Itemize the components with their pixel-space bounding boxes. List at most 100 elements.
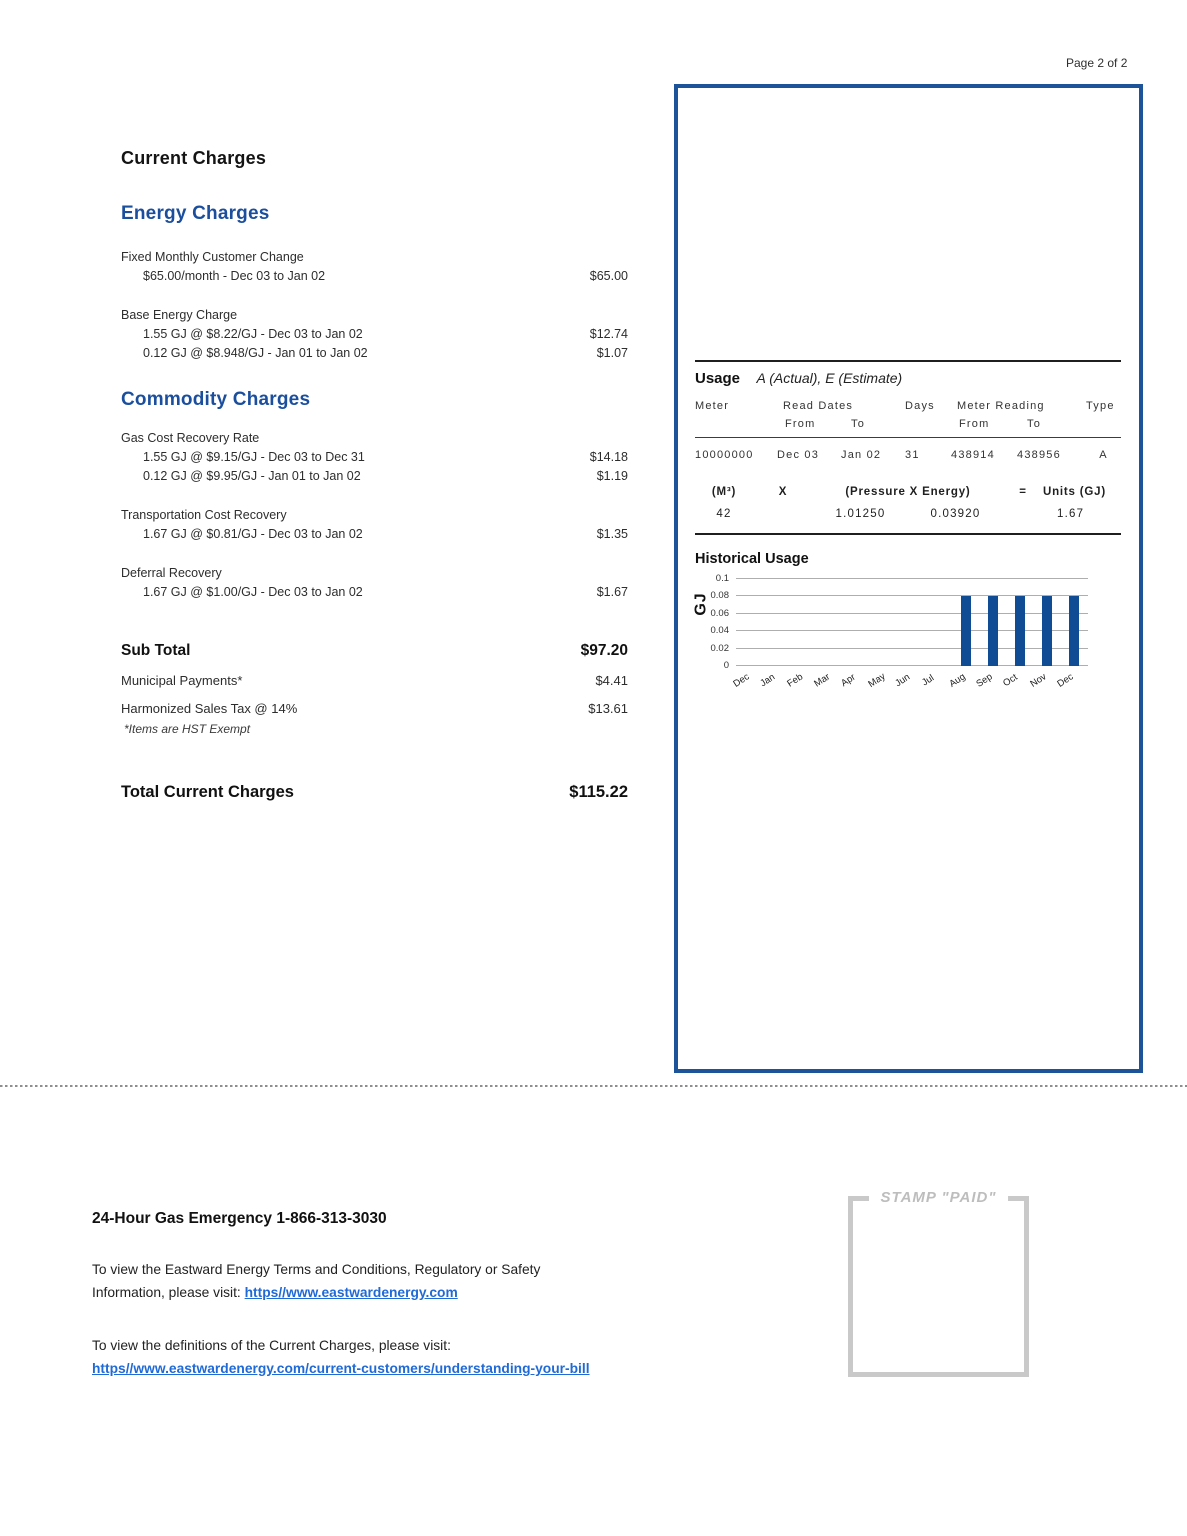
calc-header-pressure-energy: (Pressure X Energy): [845, 486, 971, 498]
tear-off-dashed-line: [0, 1085, 1187, 1087]
chart-gridline: [736, 578, 1088, 579]
charge-label: Fixed Monthly Customer Change: [121, 250, 304, 264]
terms-text-line1: To view the Eastward Energy Terms and Co…: [92, 1262, 541, 1277]
charge-desc: 0.12 GJ @ $8.948/GJ - Jan 01 to Jan 02: [143, 346, 368, 360]
charge-group-base-energy: Base Energy Charge 1.55 GJ @ $8.22/GJ - …: [121, 306, 628, 363]
divider: [695, 437, 1121, 438]
chart-y-tick-label: 0.08: [710, 590, 730, 602]
hst-row: Harmonized Sales Tax @ 14% $13.61: [121, 701, 628, 716]
calc-energy-value: 0.03920: [930, 508, 981, 520]
charge-label: Transportation Cost Recovery: [121, 508, 287, 522]
total-amount: $115.22: [569, 783, 628, 801]
chart-x-tick-label: Jun: [893, 671, 913, 690]
charge-line: 1.67 GJ @ $1.00/GJ - Dec 03 to Jan 02 $1…: [121, 583, 628, 602]
charge-desc: 1.67 GJ @ $1.00/GJ - Dec 03 to Jan 02: [143, 585, 363, 599]
usage-bar: [988, 596, 999, 666]
current-charges-panel: Current Charges Energy Charges Fixed Mon…: [121, 148, 628, 802]
chart-x-tick-label: Feb: [785, 671, 805, 690]
chart-x-tick-label: Dec: [730, 671, 752, 690]
divider: [695, 533, 1121, 535]
usage-table-row: 10000000 Dec 03 Jan 02 31 438914 438956 …: [695, 446, 1121, 464]
chart-gridline: [736, 647, 1088, 649]
read-date-to: Jan 02: [841, 449, 882, 461]
charge-label: Deferral Recovery: [121, 566, 222, 580]
usage-calc-header: (M³) X (Pressure X Energy) = Units (GJ): [695, 486, 1121, 498]
chart-y-tick-label: 0.1: [715, 573, 729, 584]
usage-title: Usage: [695, 370, 741, 387]
charge-desc: 1.55 GJ @ $9.15/GJ - Dec 03 to Dec 31: [143, 450, 365, 464]
read-date-from: Dec 03: [777, 449, 820, 461]
charge-desc: 0.12 GJ @ $9.95/GJ - Jan 01 to Jan 02: [143, 469, 361, 483]
charge-amount: $1.07: [596, 346, 628, 360]
divider: [695, 360, 1121, 362]
chart-gridline: [736, 612, 1088, 614]
col-subheader-reading-from: From: [959, 418, 990, 430]
terms-text-line2: Information, please visit:: [92, 1285, 245, 1300]
usage-calc-row: 42 1.01250 0.03920 1.67: [695, 508, 1121, 520]
charge-amount: $65.00: [589, 269, 628, 283]
calc-header-m3: (M³): [711, 486, 737, 498]
chart-x-tick-label: Jul: [920, 672, 937, 689]
stamp-paid-box: STAMP "PAID": [848, 1189, 1029, 1377]
meter-reading-from: 438914: [951, 449, 995, 461]
chart-x-tick-label: Dec: [1055, 671, 1076, 690]
chart-gridline: [736, 595, 1088, 597]
terms-link[interactable]: https//www.eastwardenergy.com: [244, 1285, 458, 1300]
chart-x-tick-label: Mar: [812, 671, 832, 690]
total-current-charges-row: Total Current Charges $115.22: [121, 783, 628, 802]
charge-group-gas-cost-recovery: Gas Cost Recovery Rate 1.55 GJ @ $9.15/G…: [121, 429, 628, 486]
charge-amount: $1.19: [596, 469, 628, 483]
charge-line: 1.55 GJ @ $8.22/GJ - Dec 03 to Jan 02 $1…: [121, 325, 628, 344]
gas-emergency-heading: 24-Hour Gas Emergency 1-866-313-3030: [92, 1210, 387, 1227]
municipal-payments-row: Municipal Payments* $4.41: [121, 673, 628, 688]
meter-number: 10000000: [695, 449, 754, 461]
subtotal-amount: $97.20: [580, 642, 628, 659]
chart-x-tick-label: Jan: [757, 671, 777, 690]
usage-bar: [1042, 596, 1053, 666]
definitions-paragraph: To view the definitions of the Current C…: [92, 1334, 762, 1380]
chart-gridline: [736, 630, 1088, 632]
calc-header-equals: =: [1019, 486, 1027, 498]
hst-label: Harmonized Sales Tax @ 14%: [121, 701, 298, 716]
usage-bar: [1015, 596, 1026, 666]
usage-subtitle: A (Actual), E (Estimate): [756, 370, 903, 386]
usage-panel: Usage A (Actual), E (Estimate) Meter Rea…: [674, 84, 1143, 1073]
calc-header-x: X: [778, 486, 788, 498]
municipal-label: Municipal Payments*: [121, 673, 243, 688]
chart-x-tick-label: Nov: [1028, 671, 1049, 690]
charge-line: 1.67 GJ @ $0.81/GJ - Dec 03 to Jan 02 $1…: [121, 525, 628, 544]
hst-exempt-note: *Items are HST Exempt: [124, 722, 251, 736]
charge-amount: $1.67: [596, 585, 628, 599]
calc-units-value: 1.67: [1057, 508, 1085, 520]
charge-label: Base Energy Charge: [121, 308, 238, 322]
energy-charges-heading: Energy Charges: [121, 203, 270, 224]
total-label: Total Current Charges: [121, 783, 294, 801]
footer-info: 24-Hour Gas Emergency 1-866-313-3030 To …: [92, 1210, 762, 1380]
charge-group-deferral: Deferral Recovery 1.67 GJ @ $1.00/GJ - D…: [121, 564, 628, 602]
chart-x-tick-label: Apr: [839, 671, 858, 690]
historical-usage-chart: GJ 0 0.02 0.04 0.06 0.08 0.1 Dec Jan Feb Mar Apr Ma…: [693, 573, 1088, 704]
charge-label: Gas Cost Recovery Rate: [121, 431, 260, 445]
historical-usage-plot: 0 0.02 0.04 0.06 0.08 0.1 Dec Jan Feb Mar Apr May Ju…: [711, 573, 1088, 690]
page-number: Page 2 of 2: [1066, 56, 1128, 70]
usage-title-row: Usage A (Actual), E (Estimate): [695, 370, 1121, 388]
usage-section: Usage A (Actual), E (Estimate) Meter Rea…: [693, 360, 1121, 704]
charge-line: 0.12 GJ @ $9.95/GJ - Jan 01 to Jan 02 $1…: [121, 467, 628, 486]
chart-y-axis-label: GJ: [692, 592, 710, 616]
meter-reading-to: 438956: [1017, 449, 1061, 461]
usage-bar: [1069, 596, 1080, 666]
col-header-days: Days: [905, 400, 935, 412]
charge-line: 1.55 GJ @ $9.15/GJ - Dec 03 to Dec 31 $1…: [121, 448, 628, 467]
charge-group-fixed-monthly: Fixed Monthly Customer Change $65.00/mon…: [121, 248, 628, 286]
chart-x-tick-label: May: [866, 670, 888, 691]
days-value: 31: [905, 449, 920, 461]
charge-amount: $12.74: [589, 327, 628, 341]
current-charges-title: Current Charges: [121, 148, 267, 168]
usage-table-subheader: From To From To: [695, 415, 1121, 433]
col-subheader-reading-to: To: [1027, 418, 1042, 430]
definitions-link[interactable]: https//www.eastwardenergy.com/current-cu…: [92, 1361, 590, 1376]
col-header-type: Type: [1086, 400, 1115, 412]
usage-table-header: Meter Read Dates Days Meter Reading Type: [695, 397, 1121, 415]
chart-gridline: [736, 665, 1088, 666]
charge-desc: $65.00/month - Dec 03 to Jan 02: [143, 269, 326, 283]
